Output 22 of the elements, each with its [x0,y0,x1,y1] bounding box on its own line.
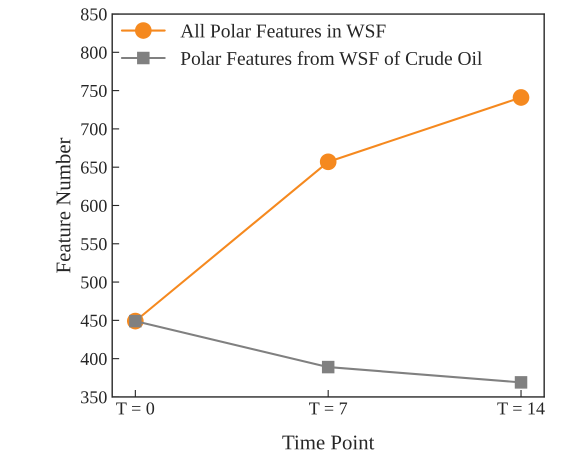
x-axis-title: Time Point [282,436,374,450]
y-tick-label: 750 [81,84,107,98]
y-tick-label: 700 [81,123,107,136]
point [514,376,528,389]
legend-label: Polar Features from WSF of Crude Oil [180,51,482,66]
y-tick-label: 400 [80,352,107,366]
y-tick-label: 600 [81,200,107,212]
x-tick-label: T = 0 [116,402,154,415]
y-tick-label: 500 [81,276,107,289]
point [322,360,334,374]
point [320,153,337,170]
y-tick-label: 450 [80,314,107,327]
y-tick-label: 850 [80,8,107,20]
point [512,89,530,106]
x-tick-label: T = 14 [497,402,545,414]
y-tick-label: 350 [81,391,107,404]
legend-label: All Polar Features in WSF [180,24,386,38]
y-tick-label: 650 [81,161,107,174]
y-axis-title: Feature Number [56,138,70,273]
y-tick-label: 800 [80,46,107,59]
x-tick-label: T = 7 [309,402,348,414]
y-tick-label: 550 [81,238,107,250]
